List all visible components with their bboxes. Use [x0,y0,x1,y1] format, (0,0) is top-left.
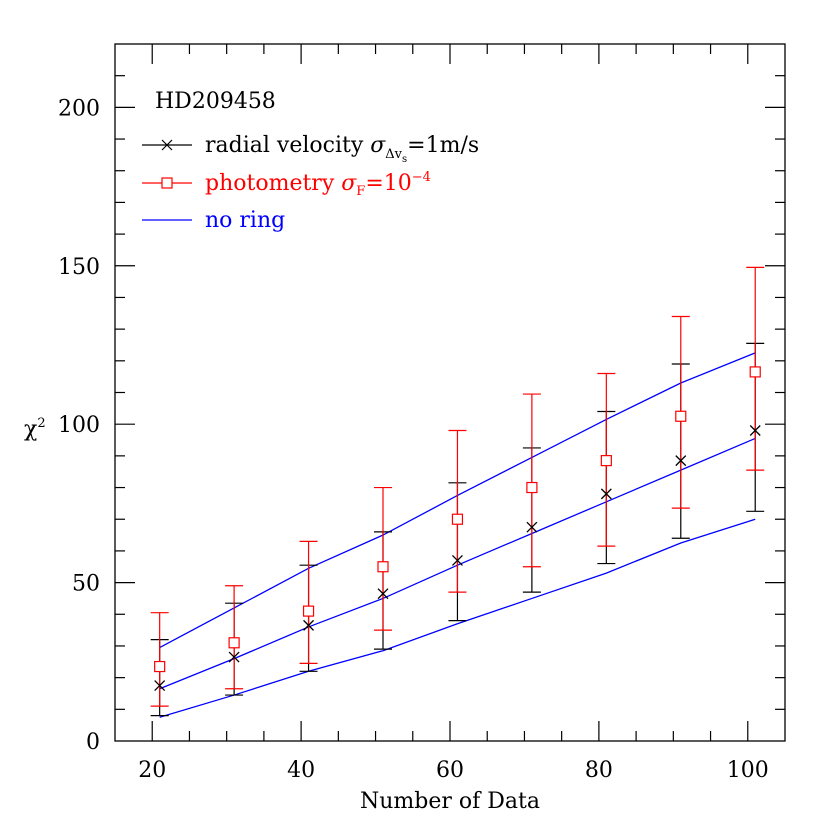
legend-marker-rv [161,139,173,151]
legend-text-nr: no ring [205,208,285,233]
y-tick-label: 0 [86,730,100,755]
legend-rv-label: radial velocity [205,133,364,158]
rv-point [303,619,315,631]
legend-rv-sub: Δv [385,147,402,162]
rv-point [526,521,538,533]
series-layer [150,266,765,718]
legend-ph-label: photometry [205,171,335,196]
x-tick-label: 60 [436,758,464,783]
ph-point [526,481,538,494]
x-tick-label: 80 [585,758,613,783]
ph-point [451,513,464,525]
legend-marker-ph [161,177,173,189]
x-axis-label: Number of Data [360,789,540,814]
tick-labels: 20 40 60 80 100 0 50 100 150 200 [58,96,769,783]
y-tick-label: 50 [72,572,100,597]
y-tick-label: 150 [58,255,100,280]
x-tick-label: 40 [287,758,315,783]
x-tick-label: 100 [727,758,769,783]
legend-ph-sigma: σ [341,171,357,196]
legend-rv-value: =1m/s [407,133,479,158]
rv-point [228,651,240,663]
rv-point [675,455,687,467]
ph-point [154,660,166,673]
x-tick-label: 20 [138,758,166,783]
ph-point [749,366,761,378]
legend: HD209458 radial velocity σΔvs=1m/s photo… [142,89,479,233]
rv-point [451,554,463,566]
ph-errorbar [150,612,169,707]
legend-ph-exp: −4 [412,170,431,185]
legend-text-ph: photometry σF=10−4 [205,170,431,199]
legend-ph-sub: F [356,184,365,199]
no-ring-line-3 [159,518,756,718]
ph-point [600,455,612,467]
legend-rv-sigma: σ [370,133,386,158]
y-axis-label-chi: χ [24,417,37,442]
ph-point [377,561,389,573]
ph-errorbar [374,486,392,631]
legend-rv-subsub: s [402,154,407,165]
ph-point [228,637,240,649]
ph-errorbar [448,429,467,593]
y-axis-label-sup: 2 [37,416,45,431]
ph-point [302,605,315,617]
rv-point [377,588,389,600]
ph-errorbar [522,393,541,568]
y-tick-label: 100 [58,413,100,438]
rv-point [749,425,761,436]
legend-ph-value: =10 [365,171,411,196]
legend-entry-photometry: photometry σF=10−4 [142,170,431,199]
y-axis-label: χ2 [24,416,46,442]
legend-entry-radial-velocity: radial velocity σΔvs=1m/s [142,133,479,165]
rv-point [600,488,612,500]
y-tick-label: 200 [58,96,100,121]
axis-ticks [115,44,785,741]
legend-text-rv: radial velocity σΔvs=1m/s [205,133,479,165]
ph-point [675,410,687,422]
rv-point [154,680,166,692]
legend-title: HD209458 [155,89,276,114]
ph-errorbar [299,540,318,664]
legend-entry-no-ring: no ring [142,208,285,233]
